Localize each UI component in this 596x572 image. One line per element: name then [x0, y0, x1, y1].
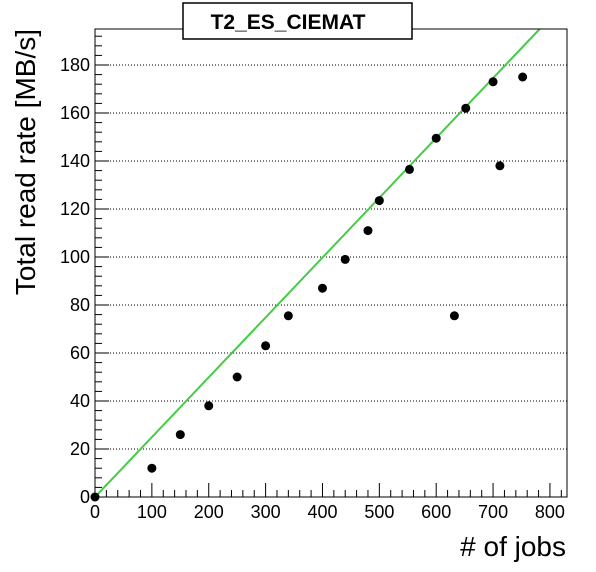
x-tick-label: 500: [364, 502, 394, 522]
data-point: [340, 254, 350, 264]
y-tick-label: 140: [60, 151, 90, 171]
data-point: [461, 103, 471, 113]
chart-title: T2_ES_CIEMAT: [211, 11, 366, 34]
y-tick-label: 120: [60, 199, 90, 219]
grid-lines: [95, 64, 567, 450]
x-tick-label: 200: [194, 502, 224, 522]
fit-line-group: [94, 28, 541, 498]
data-point: [261, 341, 271, 351]
data-point: [175, 430, 185, 440]
data-point: [431, 133, 441, 143]
data-point: [363, 226, 373, 236]
x-tick-label: 700: [478, 502, 508, 522]
data-point: [404, 164, 414, 174]
data-point: [495, 161, 505, 171]
data-point: [147, 463, 157, 473]
y-tick-label: 60: [70, 343, 90, 363]
data-point: [488, 77, 498, 87]
y-tick-label: 0: [80, 487, 90, 507]
data-point: [232, 372, 242, 382]
y-axis-ticks: 0 20 40 60 80 100 120 140 160 180: [60, 35, 109, 507]
plot-frame: [94, 28, 568, 498]
y-tick-label: 80: [70, 295, 90, 315]
x-tick-label: 400: [307, 502, 337, 522]
x-tick-label: 300: [251, 502, 281, 522]
data-point: [317, 283, 327, 293]
y-tick-label: 20: [70, 439, 90, 459]
data-point: [518, 72, 528, 82]
title-box: T2_ES_CIEMAT: [182, 2, 413, 40]
x-axis-ticks: 0 100 200 300 400 500 600 700 800: [90, 483, 565, 522]
y-tick-label: 100: [60, 247, 90, 267]
x-tick-label: 0: [90, 502, 100, 522]
y-axis-title: Total read rate [MB/s]: [10, 29, 41, 295]
x-tick-label: 800: [535, 502, 565, 522]
y-tick-label: 40: [70, 391, 90, 411]
data-points: [90, 72, 528, 502]
x-tick-label: 600: [421, 502, 451, 522]
fit-line: [94, 28, 541, 498]
y-tick-label: 160: [60, 103, 90, 123]
data-point: [283, 311, 293, 321]
y-tick-label: 180: [60, 55, 90, 75]
x-axis-title: # of jobs: [460, 531, 566, 562]
data-point: [449, 311, 459, 321]
data-point: [374, 196, 384, 206]
x-tick-label: 100: [137, 502, 167, 522]
data-point: [204, 401, 214, 411]
